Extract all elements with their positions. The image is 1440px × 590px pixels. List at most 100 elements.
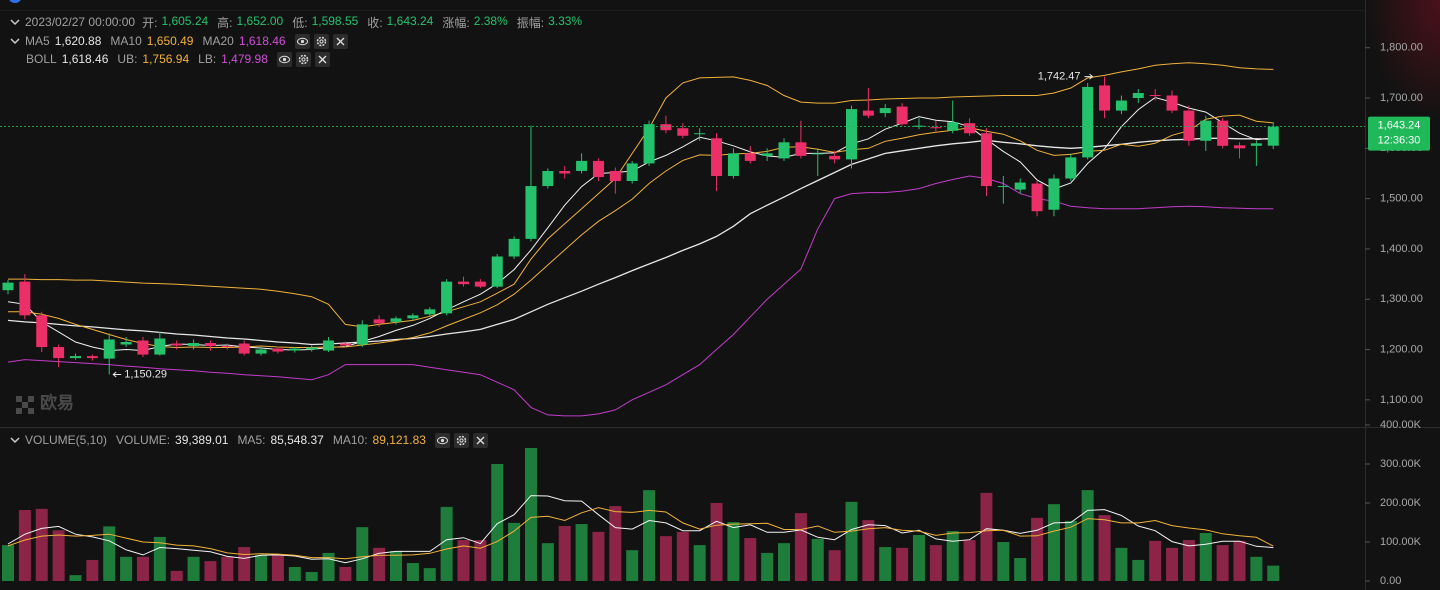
volume-bar: [35, 508, 48, 581]
volume-bar: [305, 572, 318, 581]
y-tick-label: 300.00K: [1380, 458, 1422, 470]
eye-button[interactable]: [276, 51, 292, 67]
legend-value: 89,121.83: [372, 433, 426, 447]
last-price-tag: [1368, 116, 1430, 151]
y-tick-label: 200.00K: [1380, 497, 1422, 509]
candle-body: [1200, 120, 1212, 141]
y-tick-label: 1,200.00: [1380, 343, 1423, 355]
legend-name: BOLL: [26, 52, 57, 66]
candle-body: [592, 160, 604, 178]
volume-row: VOLUME(5,10) VOLUME: 39,389.01 MA5: 85,548…: [10, 432, 488, 448]
candle-body: [1082, 86, 1094, 158]
candle-body: [508, 238, 520, 257]
ma-row: MA5 1,620.88 MA10 1,650.49 MA20 1,618.46: [10, 33, 348, 49]
volume-bar: [271, 554, 284, 581]
volume-bar: [693, 545, 706, 581]
volume-bar: [69, 575, 82, 581]
watermark-logo: [16, 396, 34, 414]
gear-button[interactable]: [313, 33, 329, 49]
volume-ma-line: [7, 495, 1274, 564]
eye-button[interactable]: [434, 432, 450, 448]
collapse-chevron[interactable]: [10, 36, 20, 46]
last-price-label: 1,643.24: [1378, 119, 1421, 131]
close-button[interactable]: [472, 432, 488, 448]
ohlc-row: 2023/02/27 00:00:00 开: 1,605.24 高: 1,652.00…: [10, 14, 582, 30]
candle-body: [1217, 120, 1229, 146]
candle-body: [846, 109, 857, 160]
candle-body: [1048, 178, 1060, 210]
volume-bar: [1014, 557, 1027, 581]
candle-body: [1065, 157, 1077, 179]
candle-body: [491, 256, 503, 287]
volume-bar: [373, 547, 386, 581]
boll-line: [7, 175, 1274, 417]
legend-value: 1,650.49: [146, 34, 194, 48]
candle-body: [69, 356, 81, 359]
candle-body: [289, 348, 301, 351]
indicator-icons: [276, 51, 330, 67]
volume-bar: [457, 540, 470, 581]
volume-bar: [609, 506, 622, 581]
volume-bar: [1267, 565, 1280, 581]
volume-bar: [929, 545, 942, 581]
volume-bar: [491, 464, 504, 581]
legend-name: MA10: [110, 34, 142, 48]
volume-bar: [963, 540, 976, 581]
legend-value: 85,548.37: [270, 433, 324, 447]
volume-bar: [1250, 556, 1263, 581]
volume-bar: [356, 527, 369, 581]
y-tick-label: 1,800.00: [1380, 42, 1423, 54]
volume-bar: [710, 503, 723, 581]
candle-body: [255, 349, 267, 354]
volume-bar: [980, 492, 993, 581]
candle-body: [339, 343, 351, 346]
volume-bar: [255, 554, 268, 581]
collapse-chevron[interactable]: [10, 17, 20, 27]
close-button[interactable]: [314, 51, 330, 67]
volume-bar: [18, 510, 31, 581]
ma-line: [8, 114, 1274, 349]
volume-bar: [2, 545, 14, 581]
volume-bar: [1182, 540, 1195, 581]
legend-name: MA10:: [332, 433, 368, 447]
candle-body: [323, 340, 335, 351]
candle-body: [1031, 183, 1043, 212]
candle-body: [120, 342, 132, 345]
boll-line: [7, 137, 1274, 346]
volume-bar: [879, 547, 892, 581]
legend-value: 1,618.46: [61, 52, 109, 66]
volume-bar: [474, 540, 487, 581]
candle-body: [862, 110, 874, 116]
candle-body: [1099, 85, 1111, 111]
candle-body: [137, 340, 149, 355]
volume-bar: [170, 570, 183, 581]
gear-button[interactable]: [295, 51, 311, 67]
collapse-chevron[interactable]: [10, 435, 20, 445]
volume-bar: [575, 524, 588, 581]
time: 2023/02/27 00:00:00: [25, 15, 136, 29]
logo-dot: [9, 0, 21, 3]
volume-bar: [676, 531, 689, 581]
volume-bar: [120, 556, 133, 581]
volume-bar: [136, 556, 149, 581]
gear-button[interactable]: [453, 432, 469, 448]
eye-button[interactable]: [294, 33, 310, 49]
candle-body: [711, 138, 723, 176]
candle-body: [778, 142, 790, 159]
volume-ma-line: [7, 507, 1274, 560]
candle-body: [795, 142, 807, 156]
candle-body: [761, 153, 773, 156]
info-value: 1,598.55: [311, 13, 359, 28]
close-button[interactable]: [332, 33, 348, 49]
volume-bar: [406, 563, 419, 581]
boll-row: BOLL 1,618.46 UB: 1,756.94 LB: 1,479.98: [26, 51, 330, 67]
candle-body: [53, 347, 65, 359]
candle-body: [576, 160, 588, 171]
watermark: 欧易: [40, 392, 74, 412]
volume-bar: [1233, 540, 1246, 581]
y-tick-label: 1,100.00: [1380, 394, 1423, 406]
candle-body: [1234, 145, 1246, 149]
candle-body: [930, 127, 942, 129]
